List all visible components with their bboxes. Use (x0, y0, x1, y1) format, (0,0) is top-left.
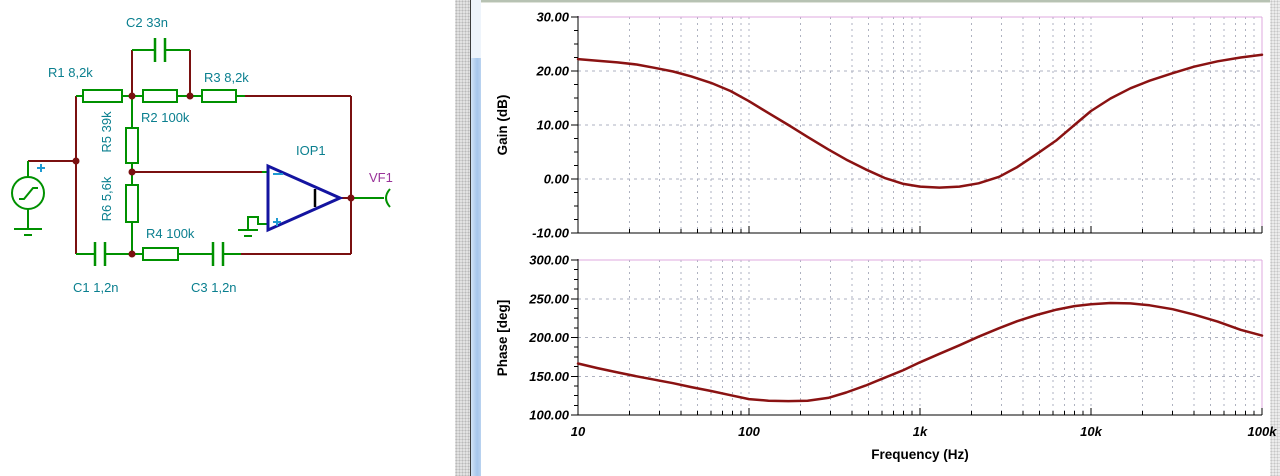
resistor-r3[interactable]: R3 8,2k (201, 70, 249, 103)
schematic-canvas[interactable]: R1 8,2k R2 100k R3 8,2k C2 33n R5 39k R6… (0, 0, 455, 476)
frequency-axis-title: Frequency (Hz) (871, 447, 969, 462)
svg-text:10.00: 10.00 (536, 118, 569, 133)
svg-text:300.00: 300.00 (529, 253, 570, 268)
svg-text:-10.00: -10.00 (532, 226, 570, 241)
splitter-edge-line (470, 0, 471, 476)
gain-plot: 30.00 20.00 10.00 0.00 -10.00 (532, 10, 1264, 241)
vertical-scrollbar[interactable] (471, 0, 481, 476)
resistor-r4[interactable]: R4 100k (142, 226, 195, 261)
svg-text:20.00: 20.00 (535, 64, 569, 79)
resistor-r1[interactable]: R1 8,2k (48, 65, 123, 103)
resistor-r2-label: R2 100k (141, 110, 190, 125)
scrollbar-thumb[interactable] (471, 0, 481, 58)
plot-window-top-border (481, 0, 1270, 5)
phase-axis-title: Phase [deg] (495, 300, 510, 377)
noninverting-input-icon (273, 218, 281, 226)
resistor-r5-label: R5 39k (99, 111, 114, 153)
resistor-r5[interactable]: R5 39k (99, 111, 139, 164)
svg-text:200.00: 200.00 (528, 330, 570, 345)
gain-axis-title: Gain (dB) (495, 95, 510, 156)
opamp-label: IOP1 (296, 143, 326, 158)
voltage-probe-vf1[interactable]: VF1 (369, 170, 393, 208)
ground-opamp (238, 229, 258, 237)
svg-text:100: 100 (738, 424, 760, 439)
svg-text:150.00: 150.00 (529, 369, 570, 384)
probe-label: VF1 (369, 170, 393, 185)
svg-text:10: 10 (571, 424, 586, 439)
svg-text:0.00: 0.00 (544, 172, 570, 187)
right-panel-edge[interactable] (1270, 0, 1280, 476)
capacitor-c2[interactable]: C2 33n (126, 15, 168, 62)
capacitor-c3-label: C3 1,2n (191, 280, 237, 295)
bode-plot-panel: 30.00 20.00 10.00 0.00 -10.00 300.00 250.00 20… (495, 10, 1277, 463)
ground-source (14, 209, 42, 236)
plus-polarity-icon (37, 164, 45, 172)
junction-dots (72, 92, 355, 258)
opamp-iop1[interactable]: IOP1 (266, 143, 344, 233)
resistor-r6-label: R6 5,6k (99, 176, 114, 221)
svg-text:1k: 1k (913, 424, 928, 439)
capacitor-c2-label: C2 33n (126, 15, 168, 30)
resistor-r3-label: R3 8,2k (204, 70, 249, 85)
svg-text:100.00: 100.00 (529, 408, 570, 423)
svg-text:30.00: 30.00 (536, 10, 569, 25)
svg-text:10k: 10k (1080, 424, 1102, 439)
window-splitter[interactable] (455, 0, 470, 476)
svg-text:100k: 100k (1248, 424, 1278, 439)
resistor-r4-label: R4 100k (146, 226, 195, 241)
capacitor-c3[interactable]: C3 1,2n (191, 242, 237, 295)
resistor-r6[interactable]: R6 5,6k (99, 176, 139, 223)
resistor-r2[interactable]: R2 100k (141, 89, 190, 125)
svg-text:250.00: 250.00 (528, 291, 570, 306)
capacitor-c1-label: C1 1,2n (73, 280, 119, 295)
capacitor-c1[interactable]: C1 1,2n (73, 242, 119, 295)
resistor-r1-label: R1 8,2k (48, 65, 93, 80)
